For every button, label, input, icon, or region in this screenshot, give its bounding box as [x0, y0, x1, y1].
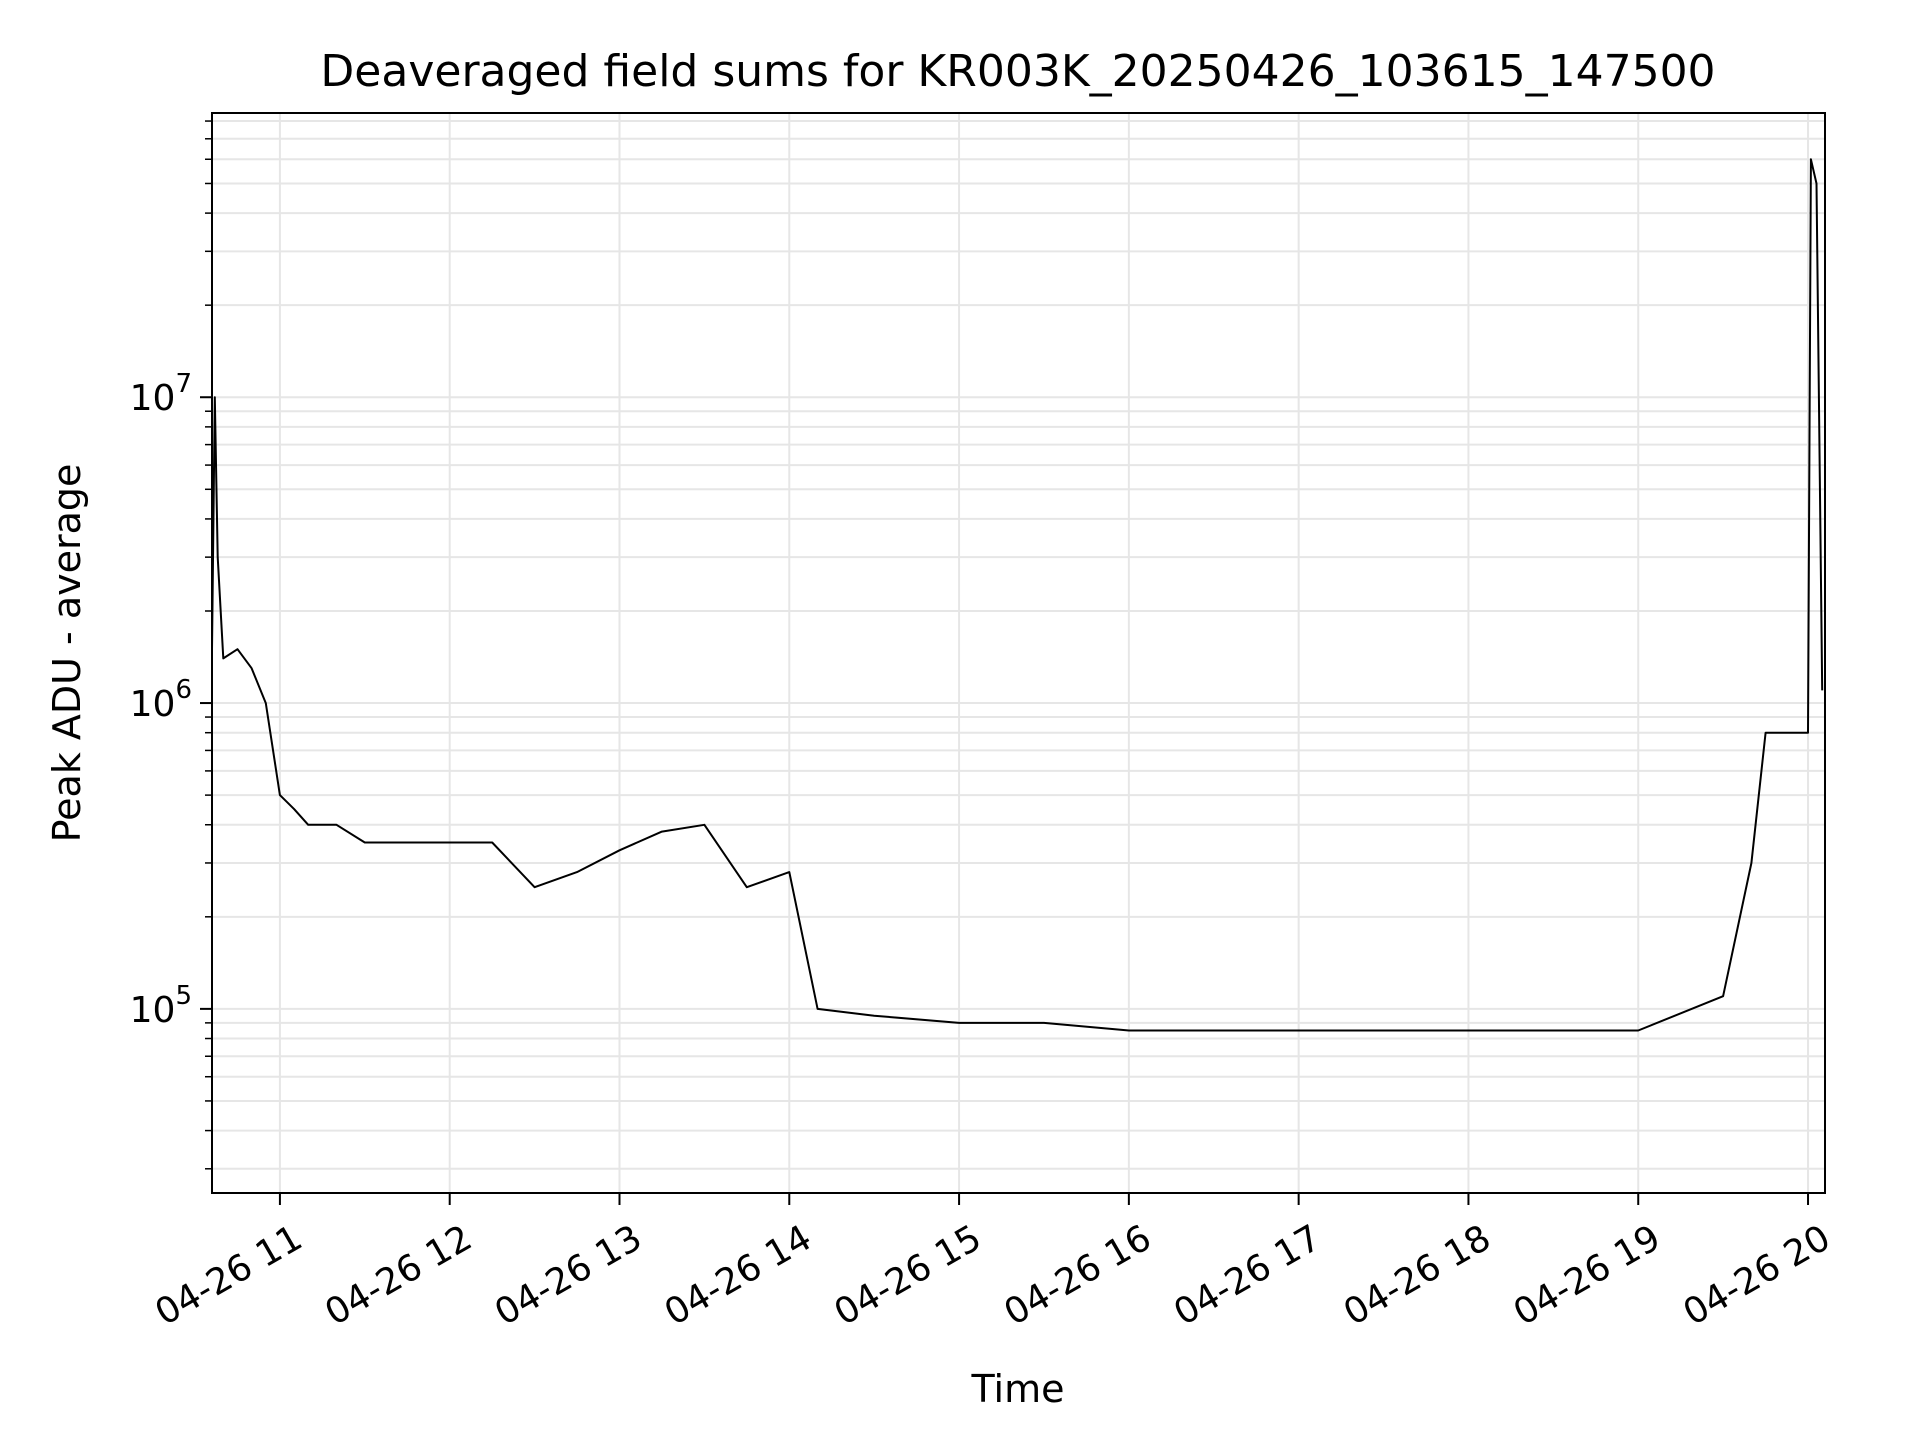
- x-tick-label: 04-26 20: [1677, 1217, 1838, 1333]
- grid-lines: [212, 113, 1825, 1193]
- plot-frame: [211, 112, 1826, 1194]
- x-tick-label: 04-26 19: [1507, 1217, 1668, 1333]
- y-tick-label: 105: [130, 981, 192, 1031]
- x-tick-label: 04-26 12: [318, 1217, 479, 1333]
- x-tick-label: 04-26 11: [149, 1217, 310, 1333]
- data-series: [211, 158, 1824, 1032]
- y-tick-label: 106: [130, 675, 192, 725]
- x-tick-label: 04-26 14: [658, 1217, 819, 1333]
- x-tick-label: 04-26 18: [1337, 1217, 1498, 1333]
- y-axis-label: Peak ADU - average: [45, 464, 89, 843]
- series-line: [211, 158, 1824, 1032]
- x-axis-label: Time: [971, 1367, 1065, 1411]
- x-tick-label: 04-26 15: [828, 1217, 989, 1333]
- chart-title: Deaveraged field sums for KR003K_2025042…: [320, 46, 1715, 97]
- axis-ticks: 04-26 11 04-26 12 04-26 13 04-26 14 04-26 15…: [130, 120, 1838, 1334]
- x-tick-label: 04-26 16: [997, 1217, 1158, 1333]
- y-tick-label: 107: [130, 369, 192, 419]
- x-tick-label: 04-26 13: [488, 1217, 649, 1333]
- x-tick-label: 04-26 17: [1167, 1217, 1328, 1333]
